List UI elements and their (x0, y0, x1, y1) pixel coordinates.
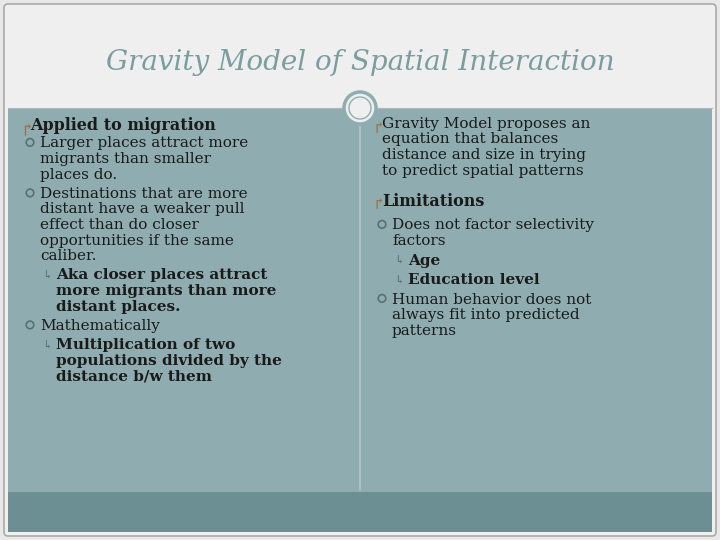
Text: more migrants than more: more migrants than more (56, 284, 276, 298)
Text: Does not factor selectivity: Does not factor selectivity (392, 219, 594, 233)
Text: Destinations that are more: Destinations that are more (40, 187, 248, 201)
Text: distant have a weaker pull: distant have a weaker pull (40, 202, 245, 217)
Text: always fit into predicted: always fit into predicted (392, 308, 580, 322)
Text: Human behavior does not: Human behavior does not (392, 293, 591, 307)
Text: populations divided by the: populations divided by the (56, 354, 282, 368)
Text: Multiplication of two: Multiplication of two (56, 339, 235, 353)
Bar (8, 492, 712, 532)
Text: Education level: Education level (408, 273, 539, 287)
Text: ↳: ↳ (42, 269, 52, 282)
Text: ↳: ↳ (394, 254, 404, 267)
Text: Limitations: Limitations (382, 193, 485, 210)
Text: opportunities if the same: opportunities if the same (40, 233, 234, 247)
Text: Age: Age (408, 253, 440, 267)
Text: Applied to migration: Applied to migration (30, 117, 216, 134)
Text: Aka closer places attract: Aka closer places attract (56, 268, 267, 282)
Text: Larger places attract more: Larger places attract more (40, 137, 248, 151)
Text: Gravity Model proposes an: Gravity Model proposes an (382, 117, 590, 131)
Text: ↲: ↲ (366, 117, 379, 134)
Text: ↳: ↳ (394, 274, 404, 287)
Text: factors: factors (392, 234, 446, 248)
Text: migrants than smaller: migrants than smaller (40, 152, 211, 166)
Bar (8, 108, 712, 492)
Text: equation that balances: equation that balances (382, 132, 558, 146)
Text: ↳: ↳ (42, 340, 52, 353)
Bar (8, 8, 712, 108)
FancyBboxPatch shape (4, 4, 716, 536)
Text: distant places.: distant places. (56, 300, 181, 314)
Text: to predict spatial patterns: to predict spatial patterns (382, 164, 584, 178)
Circle shape (344, 92, 376, 124)
Text: caliber.: caliber. (40, 249, 96, 263)
Text: effect than do closer: effect than do closer (40, 218, 199, 232)
Text: places do.: places do. (40, 167, 117, 181)
Text: Gravity Model of Spatial Interaction: Gravity Model of Spatial Interaction (106, 49, 614, 76)
Text: ↲: ↲ (366, 193, 379, 210)
Text: Mathematically: Mathematically (40, 319, 160, 333)
Text: distance and size in trying: distance and size in trying (382, 148, 586, 162)
Text: distance b/w them: distance b/w them (56, 369, 212, 383)
Text: patterns: patterns (392, 323, 457, 338)
Text: ↲: ↲ (14, 117, 29, 134)
